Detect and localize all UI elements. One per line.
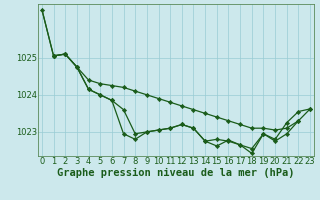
X-axis label: Graphe pression niveau de la mer (hPa): Graphe pression niveau de la mer (hPa)	[57, 168, 295, 178]
